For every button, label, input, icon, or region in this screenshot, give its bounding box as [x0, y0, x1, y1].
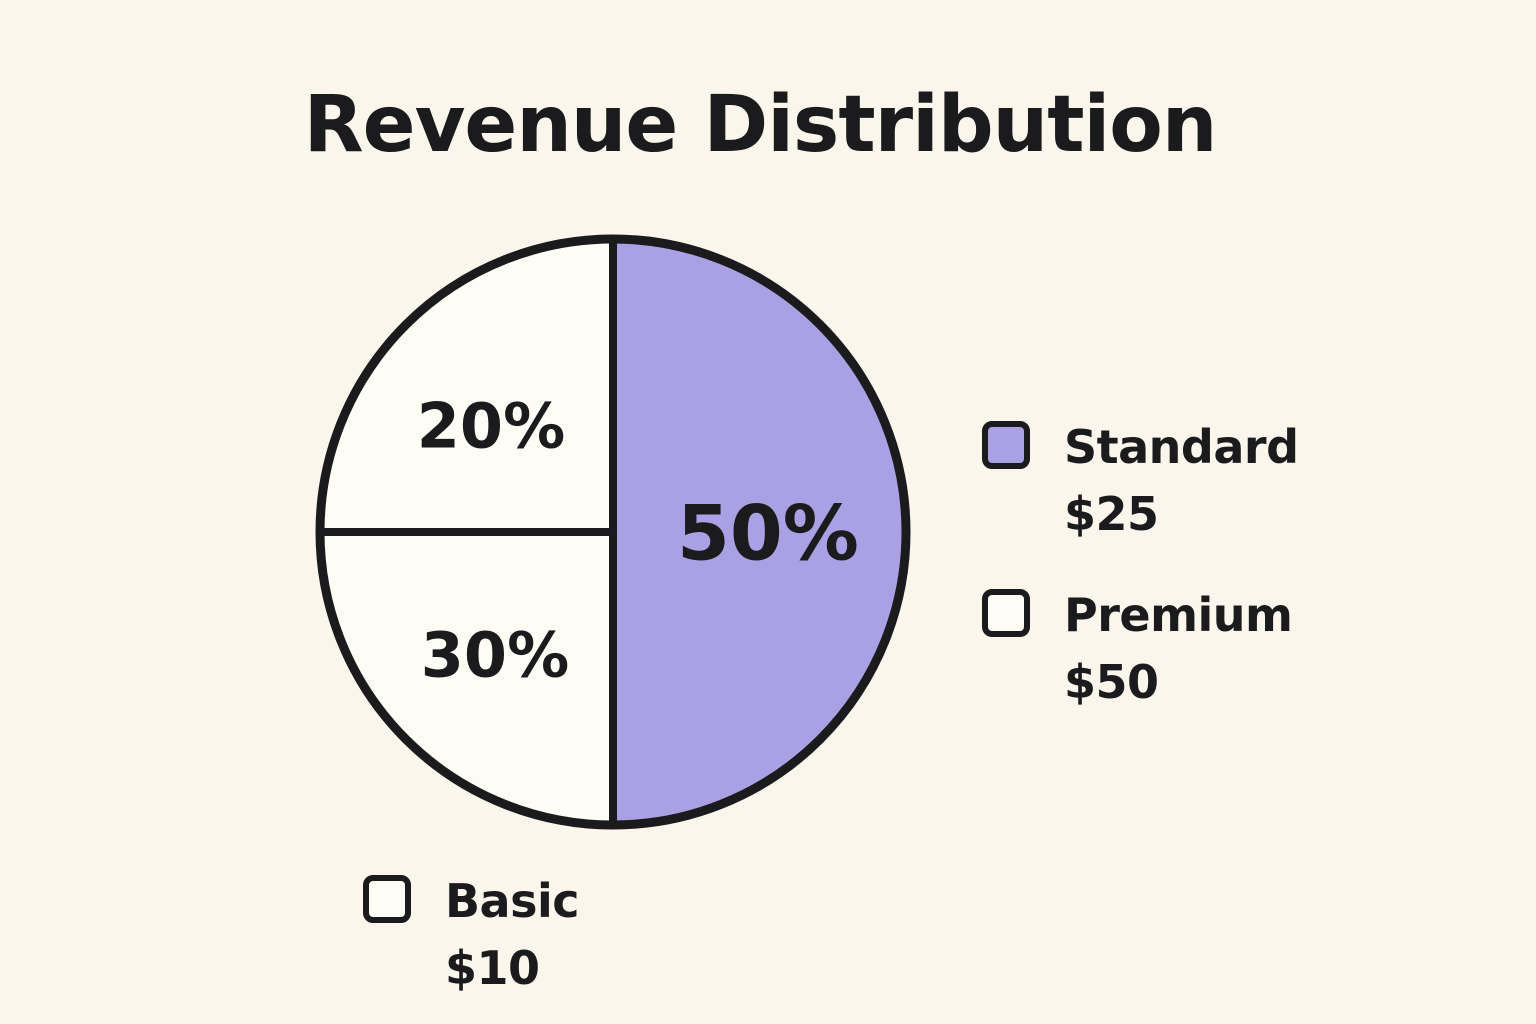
pie-outline [315, 234, 911, 830]
legend-price-standard: $25 [1064, 487, 1159, 541]
legend-swatch-basic [363, 875, 411, 923]
slice-label-30-percent: 30% [421, 619, 569, 692]
legend-label-premium: Premium [1064, 588, 1293, 642]
legend-price-basic: $10 [445, 941, 540, 995]
legend-price-premium: $50 [1064, 655, 1159, 709]
page-title: Revenue Distribution [303, 80, 1218, 170]
legend-swatch-standard [982, 421, 1030, 469]
legend-bottom: Basic $10 [363, 868, 580, 1002]
legend-label-basic: Basic [445, 874, 580, 928]
legend-item-basic: Basic $10 [363, 868, 580, 1002]
legend-right: Standard $25 Premium $50 [982, 414, 1299, 716]
legend-swatch-premium [982, 589, 1030, 637]
slice-label-50-percent: 50% [677, 489, 859, 578]
legend-label-standard: Standard [1064, 420, 1299, 474]
legend-item-premium: Premium $50 [982, 582, 1299, 716]
slice-label-20-percent: 20% [417, 390, 565, 463]
legend-item-standard: Standard $25 [982, 414, 1299, 548]
